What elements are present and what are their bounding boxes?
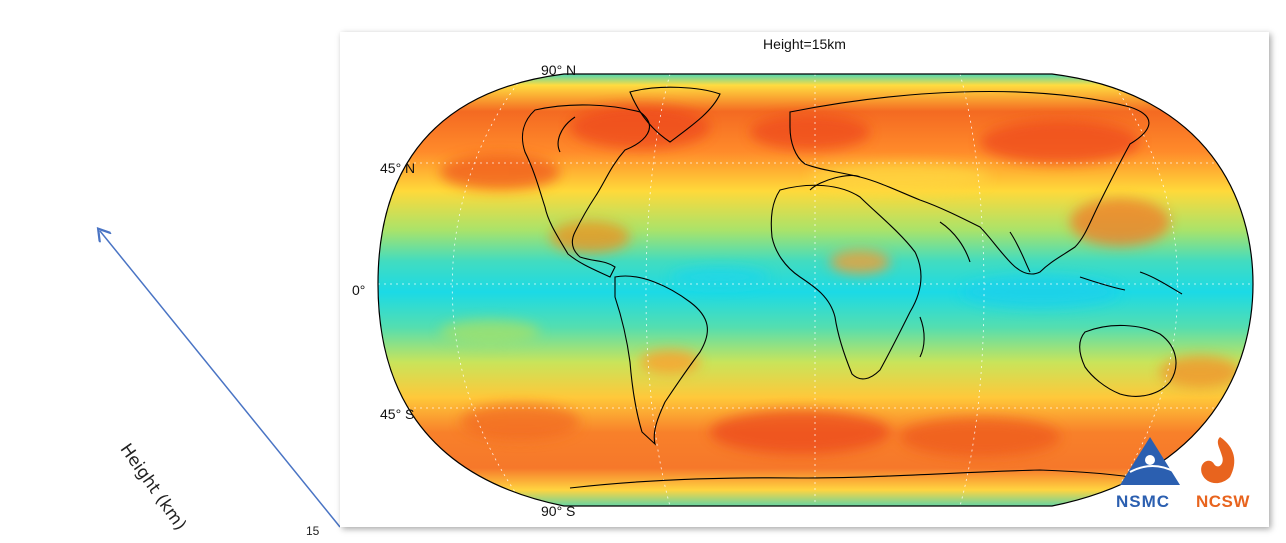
height-axis-tick: 15 bbox=[306, 524, 320, 538]
map-title: Height=15km bbox=[763, 36, 846, 52]
height-axis-arrow bbox=[0, 0, 341, 528]
lat-label-45n: 45° N bbox=[380, 160, 416, 176]
globe-border bbox=[377, 73, 1254, 507]
heatmap-field bbox=[378, 74, 1253, 506]
world-map bbox=[377, 73, 1254, 507]
nsmc-logo-text: NSMC bbox=[1116, 492, 1171, 511]
nsmc-logo bbox=[1120, 437, 1180, 485]
coastlines bbox=[521, 86, 1183, 489]
map-panel: Height=15km bbox=[340, 32, 1269, 527]
lat-label-90n: 90° N bbox=[541, 62, 577, 78]
ncsw-logo bbox=[1201, 437, 1235, 484]
lat-label-90s: 90° S bbox=[541, 503, 576, 519]
ncsw-logo-text: NCSW bbox=[1196, 492, 1250, 511]
lat-label-45s: 45° S bbox=[380, 406, 415, 422]
lat-label-equator: 0° bbox=[352, 282, 366, 298]
